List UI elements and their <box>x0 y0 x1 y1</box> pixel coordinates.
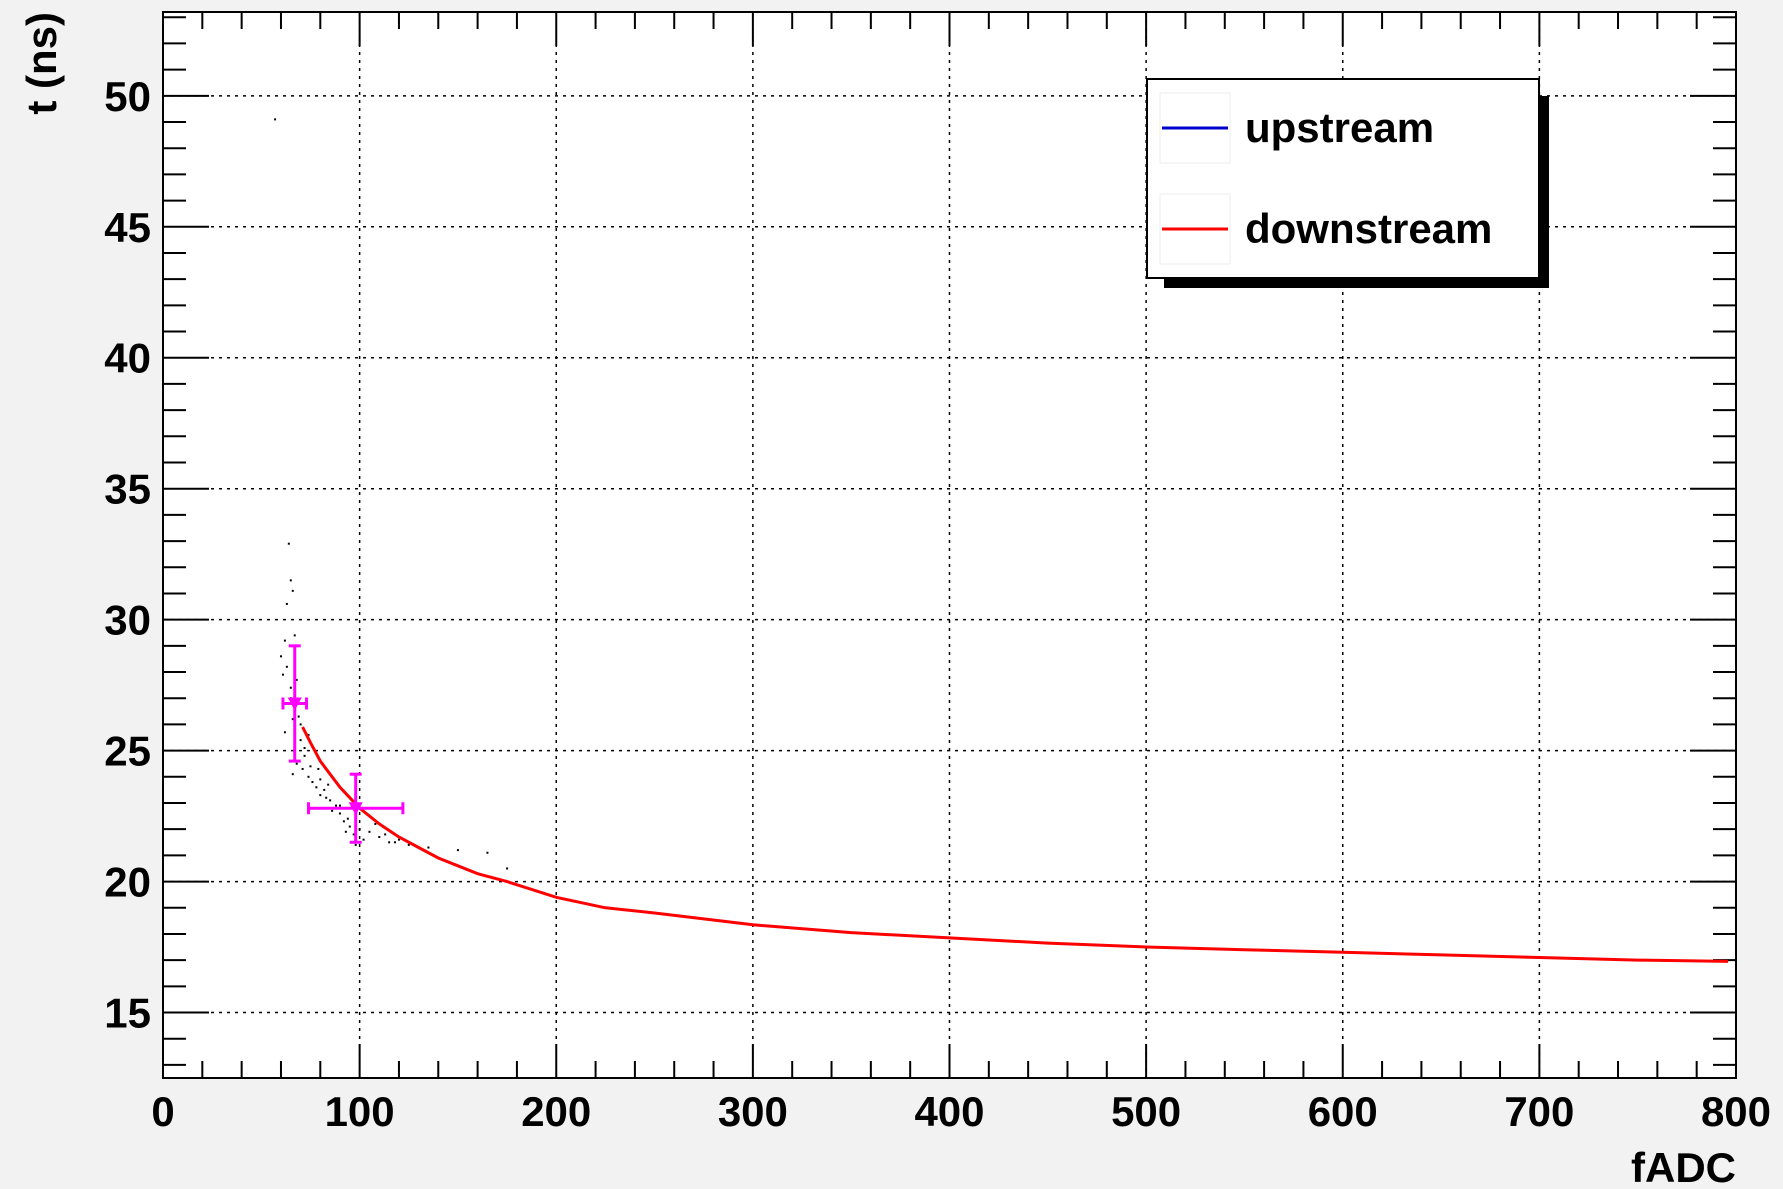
event-point <box>427 846 430 849</box>
legend-swatch-box-upstream <box>1159 92 1231 164</box>
event-point <box>346 817 349 820</box>
event-point <box>378 836 381 839</box>
plot-frame <box>162 11 1737 1079</box>
event-point <box>352 833 355 836</box>
event-point <box>384 833 387 836</box>
event-point <box>317 767 320 770</box>
event-point <box>281 673 284 676</box>
profile-marker <box>348 802 363 816</box>
profile-errorbars <box>281 644 405 844</box>
x-tick-label: 200 <box>521 1088 591 1135</box>
event-point <box>325 796 328 799</box>
fit-curves <box>301 726 1729 963</box>
event-point <box>397 838 400 841</box>
event-point <box>354 843 357 846</box>
event-point <box>311 781 314 784</box>
event-point <box>293 634 296 637</box>
event-point <box>291 773 294 776</box>
event-point <box>307 775 310 778</box>
x-tick-label: 800 <box>1701 1088 1771 1135</box>
event-point <box>319 778 322 781</box>
y-tick-label: 25 <box>104 728 151 775</box>
event-point <box>289 686 292 689</box>
tick-labels: 0 100 200 300 400 500 600 700 800 15 20 25 30 35 40 45 5… <box>104 73 1771 1135</box>
y-tick-label: 50 <box>104 73 151 120</box>
event-point <box>342 820 345 823</box>
event-point <box>299 739 302 742</box>
event-point <box>291 718 294 721</box>
x-tick-label: 0 <box>151 1088 174 1135</box>
x-tick-label: 500 <box>1111 1088 1181 1135</box>
legend-swatch-box-downstream <box>1159 193 1231 265</box>
event-point <box>297 715 300 718</box>
event-point <box>285 602 288 605</box>
event-point <box>303 746 306 749</box>
x-tick-label: 700 <box>1504 1088 1574 1135</box>
event-point <box>374 822 377 825</box>
legend-label-downstream: downstream <box>1245 205 1492 252</box>
x-tick-label: 400 <box>914 1088 984 1135</box>
event-point <box>283 639 286 642</box>
event-point <box>348 825 351 828</box>
event-point <box>295 762 298 765</box>
event-point <box>394 841 397 844</box>
event-point <box>303 754 306 757</box>
legend-label-upstream: upstream <box>1245 104 1434 151</box>
event-point <box>506 867 509 870</box>
event-point <box>285 665 288 668</box>
y-tick-label: 35 <box>104 466 151 513</box>
event-point <box>327 783 330 786</box>
x-tick-label: 100 <box>325 1088 395 1135</box>
event-point <box>319 794 322 797</box>
x-axis-title: fADC <box>1631 1144 1736 1189</box>
y-axis-title: t (ns) <box>18 12 65 115</box>
x-tick-label: 600 <box>1308 1088 1378 1135</box>
x-tick-label: 300 <box>718 1088 788 1135</box>
event-point <box>307 733 310 736</box>
event-point <box>331 809 334 812</box>
y-tick-label: 30 <box>104 597 151 644</box>
downstream-curve <box>301 726 1729 963</box>
event-point <box>329 799 332 802</box>
y-tick-label: 15 <box>104 990 151 1037</box>
event-point <box>274 118 277 121</box>
event-point <box>407 843 410 846</box>
event-point <box>301 767 304 770</box>
event-point <box>456 849 459 852</box>
event-point <box>368 830 371 833</box>
event-point <box>486 851 489 854</box>
event-point <box>344 830 347 833</box>
event-point <box>323 788 326 791</box>
y-tick-label: 40 <box>104 335 151 382</box>
event-point <box>309 765 312 768</box>
event-point <box>362 838 365 841</box>
event-point <box>335 804 338 807</box>
event-point <box>287 542 290 545</box>
event-point <box>289 579 292 582</box>
event-point <box>338 812 341 815</box>
event-point <box>315 786 318 789</box>
event-point <box>291 589 294 592</box>
profile-marker <box>287 697 302 711</box>
event-point <box>295 678 298 681</box>
event-point <box>338 804 341 807</box>
y-tick-label: 20 <box>104 859 151 906</box>
event-points <box>274 118 509 870</box>
event-point <box>358 828 361 831</box>
event-point <box>283 731 286 734</box>
legend: upstream downstream <box>1146 78 1549 288</box>
event-point <box>388 841 391 844</box>
event-point <box>299 723 302 726</box>
event-point <box>279 655 282 658</box>
legend-box <box>1146 78 1540 279</box>
y-tick-label: 45 <box>104 204 151 251</box>
